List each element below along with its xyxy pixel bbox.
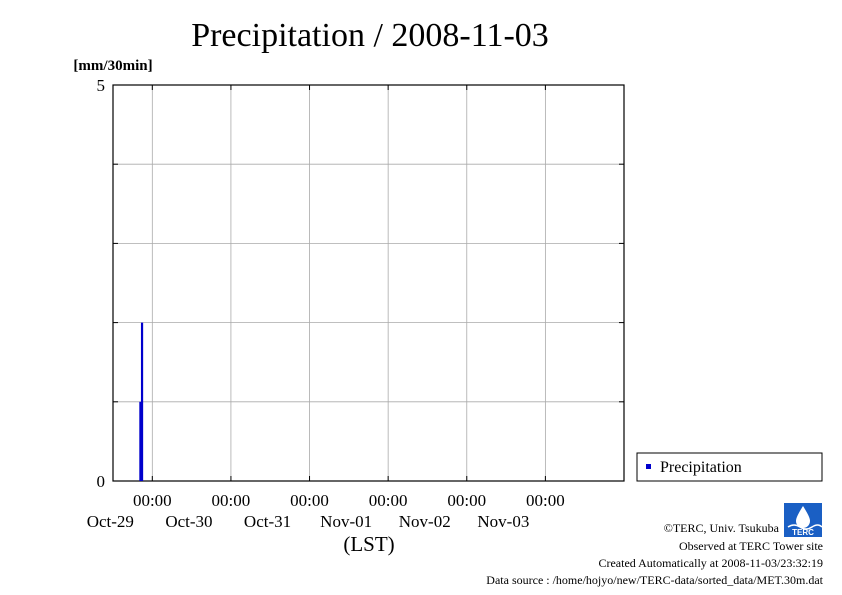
bars <box>139 322 144 481</box>
x-tick-date: Oct-31 <box>244 512 291 531</box>
plot-frame <box>112 84 625 482</box>
legend-box <box>636 452 823 482</box>
observed-text: Observed at TERC Tower site <box>679 539 823 553</box>
x-tick-date: Oct-30 <box>165 512 212 531</box>
x-tick-time: 00:00 <box>447 491 486 510</box>
precipitation-bar <box>139 401 142 481</box>
grid <box>113 85 624 481</box>
credits: ©TERC, Univ. Tsukuba Observed at TERC To… <box>486 521 823 587</box>
x-axis-label: (LST) <box>343 532 394 556</box>
y-tick-label: 5 <box>97 76 106 95</box>
legend-swatch <box>646 464 651 469</box>
logo-text: TERC <box>792 528 814 537</box>
x-tick-time: 00:00 <box>290 491 329 510</box>
x-tick-time: 00:00 <box>212 491 251 510</box>
x-tick-time: 00:00 <box>526 491 565 510</box>
copyright-text: ©TERC, Univ. Tsukuba <box>664 521 780 535</box>
created-text: Created Automatically at 2008-11-03/23:3… <box>598 556 823 570</box>
y-tick-label: 0 <box>97 472 106 491</box>
source-text: Data source : /home/hojyo/new/TERC-data/… <box>486 573 823 587</box>
x-tick-time: 00:00 <box>133 491 172 510</box>
terc-logo: TERC <box>784 503 823 537</box>
y-axis-label: [mm/30min] <box>73 58 152 74</box>
x-tick-date: Nov-03 <box>477 512 529 531</box>
chart-title: Precipitation / 2008-11-03 <box>191 17 549 54</box>
y-ticks: 05 <box>97 76 624 491</box>
x-ticks: 00:00Oct-2900:00Oct-3000:00Oct-3100:00No… <box>87 85 565 531</box>
x-tick-date: Oct-29 <box>87 512 134 531</box>
x-tick-date: Nov-01 <box>320 512 372 531</box>
legend-label: Precipitation <box>660 459 742 476</box>
x-tick-time: 00:00 <box>369 491 408 510</box>
x-tick-date: Nov-02 <box>399 512 451 531</box>
precipitation-bar <box>140 322 144 481</box>
legend: Precipitation <box>636 452 823 482</box>
